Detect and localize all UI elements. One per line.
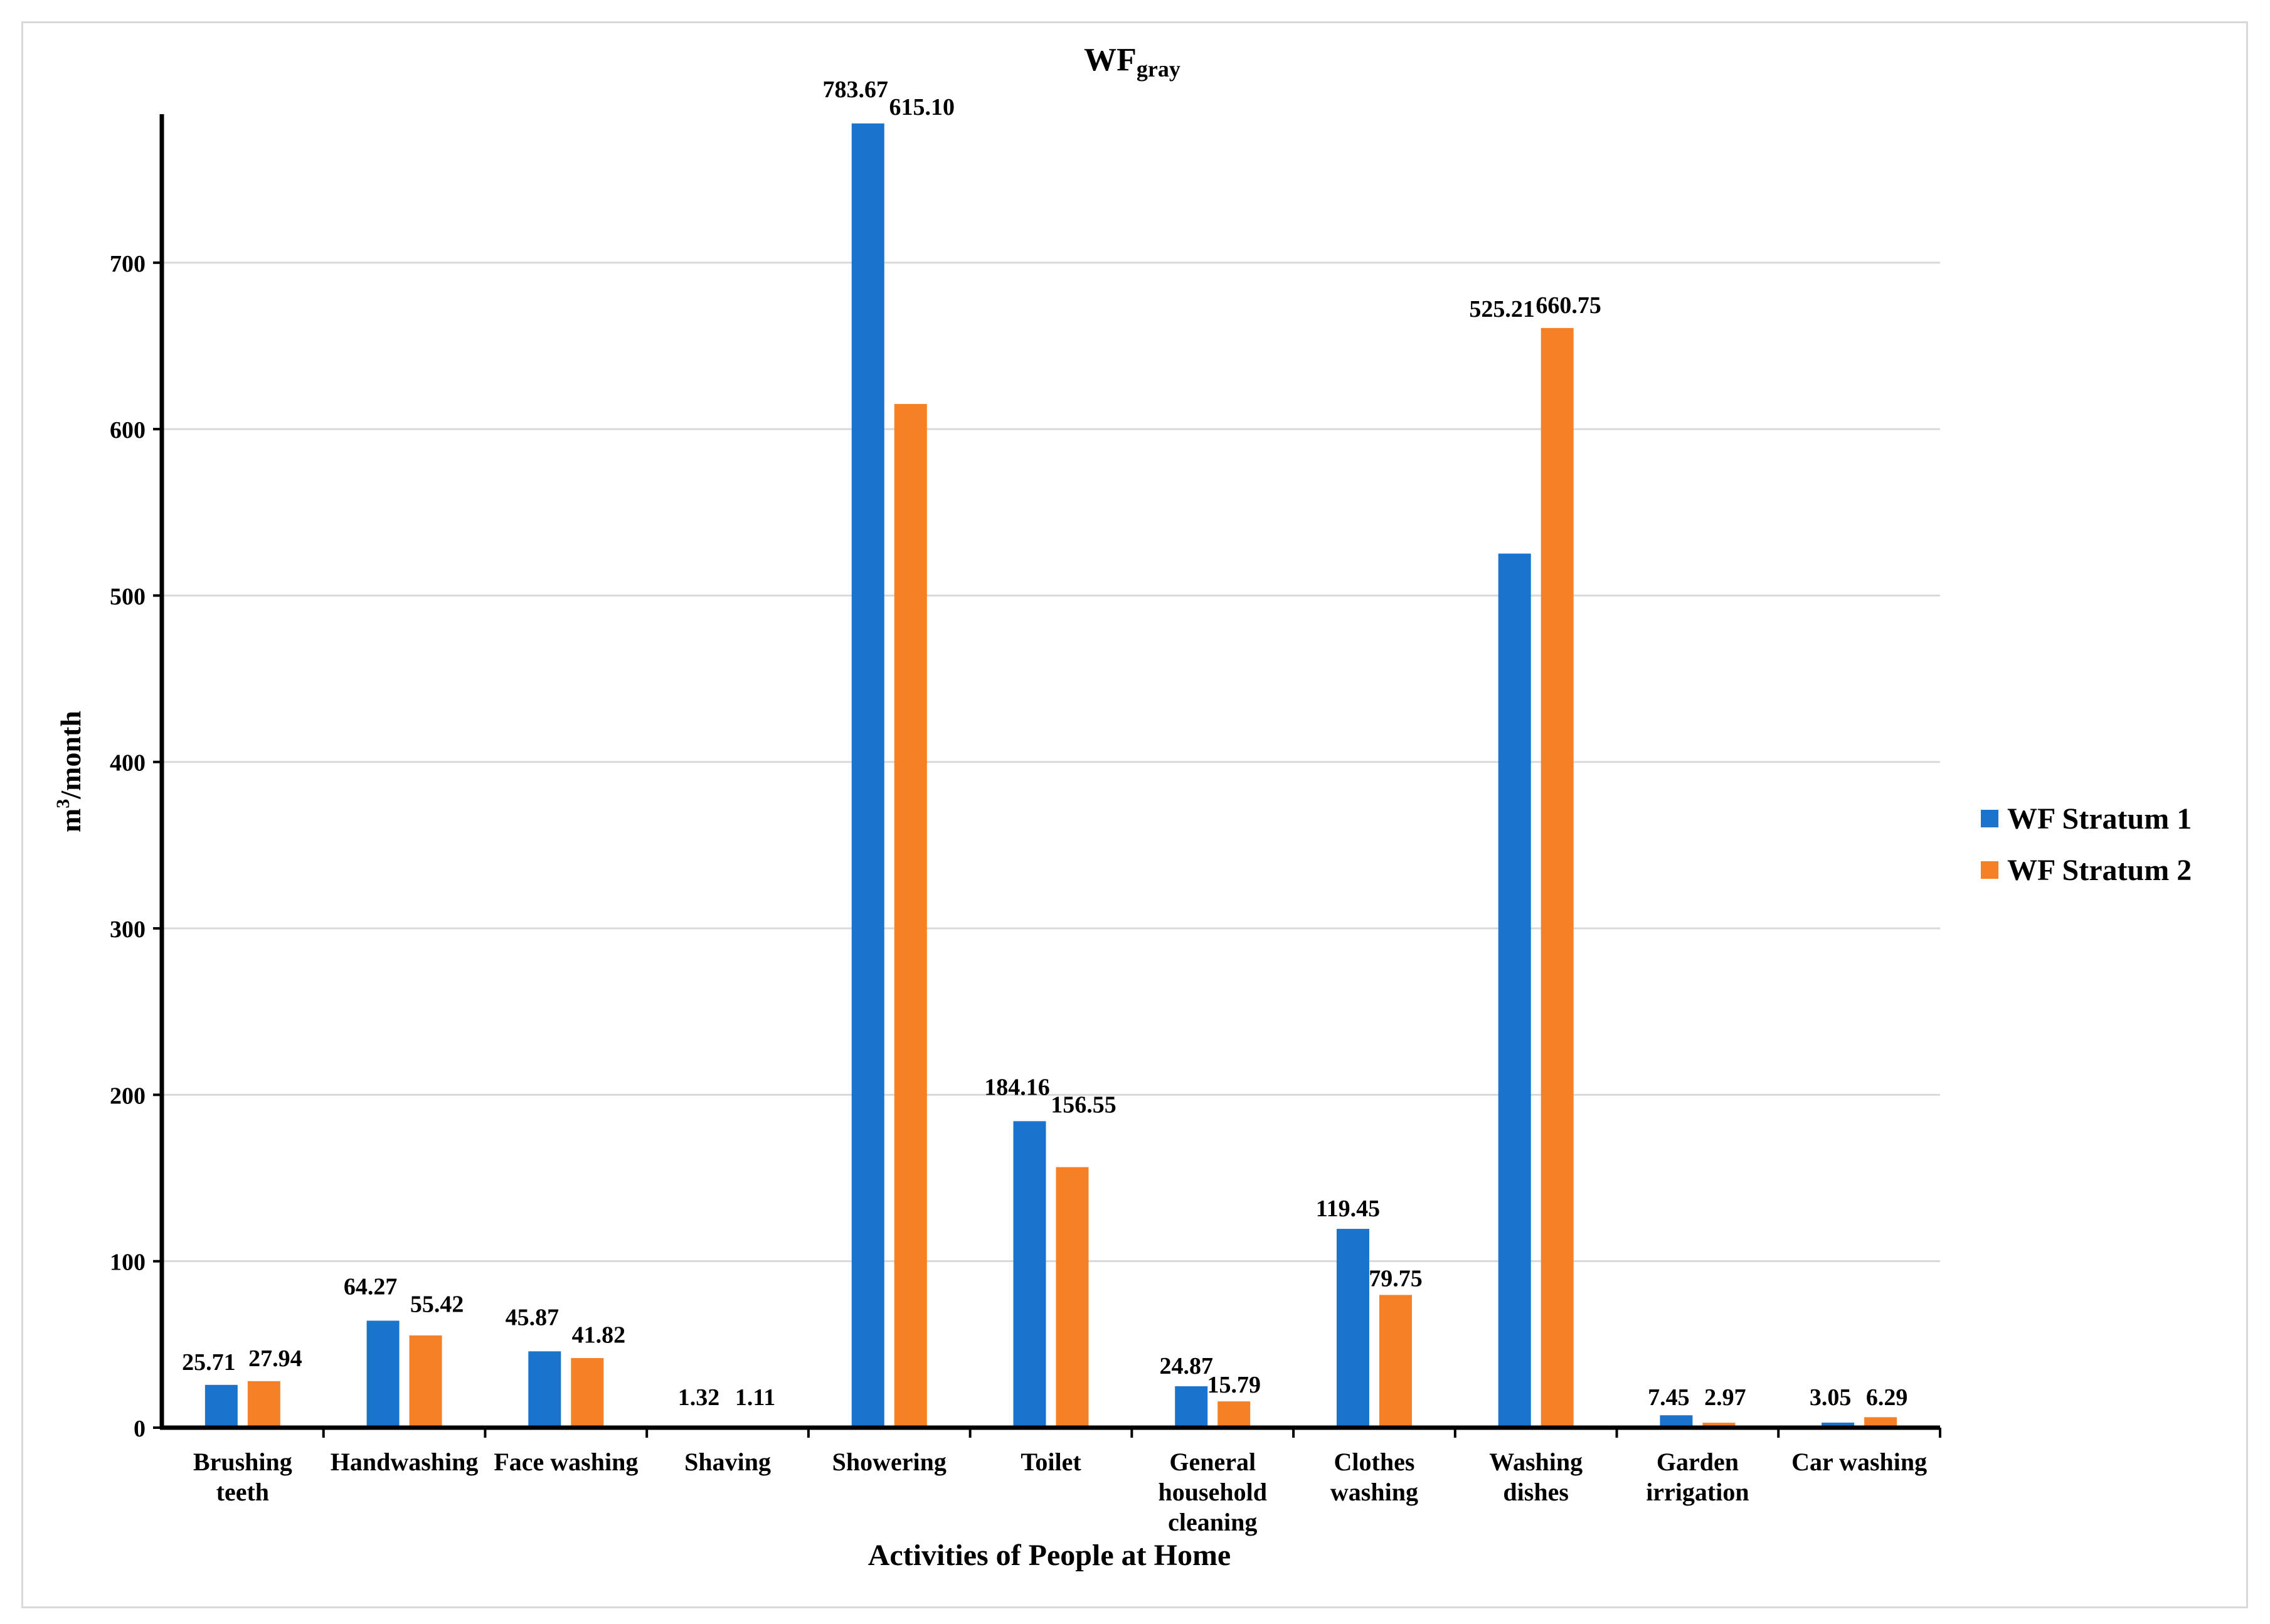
data-label-stratum-2: 15.79 (1207, 1372, 1261, 1398)
x-tick-label: irrigation (1646, 1478, 1749, 1506)
y-tick-label: 0 (134, 1416, 146, 1442)
bar-stratum-1 (1660, 1415, 1693, 1428)
bar-stratum-2 (1379, 1295, 1412, 1428)
gridlines (162, 262, 1940, 1263)
legend: WF Stratum 1 WF Stratum 2 (1981, 802, 2192, 887)
x-tick-label: Showering (832, 1448, 947, 1476)
data-label-stratum-1: 783.67 (823, 77, 889, 103)
bar-stratum-1 (528, 1351, 561, 1428)
data-label-stratum-2: 615.10 (889, 94, 955, 120)
data-label-stratum-1: 24.87 (1159, 1353, 1213, 1379)
chart-title: WFgray (1084, 42, 1180, 82)
data-label-stratum-2: 660.75 (1535, 292, 1601, 319)
legend-swatch-stratum-1 (1981, 810, 1998, 827)
bar-stratum-2 (1864, 1417, 1897, 1428)
bar-stratum-1 (1822, 1422, 1855, 1428)
x-tick-label: Washing (1489, 1448, 1583, 1476)
data-label-stratum-2: 41.82 (572, 1322, 626, 1348)
bar-stratum-1 (1336, 1229, 1369, 1428)
x-axis-title: Activities of People at Home (868, 1539, 1231, 1572)
bar-stratum-1 (366, 1320, 400, 1428)
x-tick-label: Brushing (193, 1448, 292, 1476)
data-labels: 25.71 27.94 64.27 55.42 45.87 41.82 1.32 1.11 78… (182, 77, 1907, 1411)
data-label-stratum-1: 3.05 (1810, 1384, 1852, 1411)
data-label-stratum-2: 6.29 (1866, 1384, 1908, 1411)
x-tick-label: Face washing (494, 1448, 638, 1476)
data-label-stratum-2: 27.94 (248, 1345, 302, 1372)
bar-stratum-2 (409, 1335, 442, 1428)
legend-swatch-stratum-2 (1981, 861, 1998, 879)
y-tick-label: 400 (110, 750, 146, 777)
x-tick-label: Shaving (684, 1448, 771, 1476)
y-axis-title: m3/month (53, 711, 87, 832)
x-tick-label: Clothes (1334, 1448, 1415, 1476)
data-label-stratum-1: 25.71 (182, 1349, 236, 1376)
x-tick-label: dishes (1503, 1478, 1569, 1506)
data-label-stratum-1: 1.32 (678, 1384, 720, 1411)
y-tick-label: 300 (110, 916, 146, 943)
bar-stratum-1 (1013, 1121, 1046, 1428)
data-label-stratum-1: 119.45 (1316, 1196, 1380, 1222)
y-tick-label: 500 (110, 583, 146, 610)
bar-stratum-2 (894, 404, 927, 1428)
x-tick-label: General (1169, 1448, 1256, 1476)
bar-stratum-1 (851, 123, 884, 1428)
y-tick-label: 600 (110, 417, 146, 443)
data-label-stratum-1: 184.16 (984, 1074, 1050, 1100)
y-tick-label: 100 (110, 1250, 146, 1276)
bar-stratum-2 (1702, 1423, 1736, 1428)
y-tick-label: 200 (110, 1083, 146, 1109)
bar-stratum-2 (571, 1358, 604, 1428)
x-tick-label: Toilet (1021, 1448, 1081, 1476)
data-label-stratum-2: 2.97 (1704, 1384, 1746, 1411)
bars (204, 123, 1897, 1428)
x-tick-label: teeth (216, 1478, 269, 1506)
bar-stratum-2 (1541, 327, 1574, 1428)
legend-label-stratum-2: WF Stratum 2 (2007, 854, 2192, 887)
data-label-stratum-1: 525.21 (1469, 296, 1535, 322)
data-label-stratum-2: 156.55 (1051, 1091, 1116, 1118)
data-label-stratum-1: 7.45 (1648, 1384, 1690, 1411)
bar-stratum-1 (1498, 553, 1531, 1428)
x-tick-label: Handwashing (331, 1448, 479, 1476)
bar-stratum-1 (204, 1384, 238, 1428)
legend-label-stratum-1: WF Stratum 1 (2007, 802, 2192, 836)
y-tick-label: 700 (110, 251, 146, 277)
x-tick-label: Garden (1657, 1448, 1739, 1476)
data-label-stratum-2: 1.11 (735, 1384, 775, 1411)
data-label-stratum-1: 45.87 (506, 1304, 560, 1330)
x-tick-label: washing (1330, 1478, 1418, 1506)
x-tick-label: cleaning (1168, 1508, 1257, 1536)
bar-stratum-2 (247, 1381, 280, 1428)
bar-stratum-2 (1056, 1167, 1089, 1428)
bar-stratum-1 (1175, 1386, 1208, 1428)
data-label-stratum-1: 64.27 (344, 1273, 398, 1300)
x-tick-label: Car washing (1791, 1448, 1927, 1476)
x-tick-label: household (1159, 1478, 1267, 1506)
data-label-stratum-2: 55.42 (410, 1291, 464, 1317)
data-label-stratum-2: 79.75 (1369, 1265, 1423, 1292)
bar-stratum-2 (1217, 1401, 1251, 1428)
